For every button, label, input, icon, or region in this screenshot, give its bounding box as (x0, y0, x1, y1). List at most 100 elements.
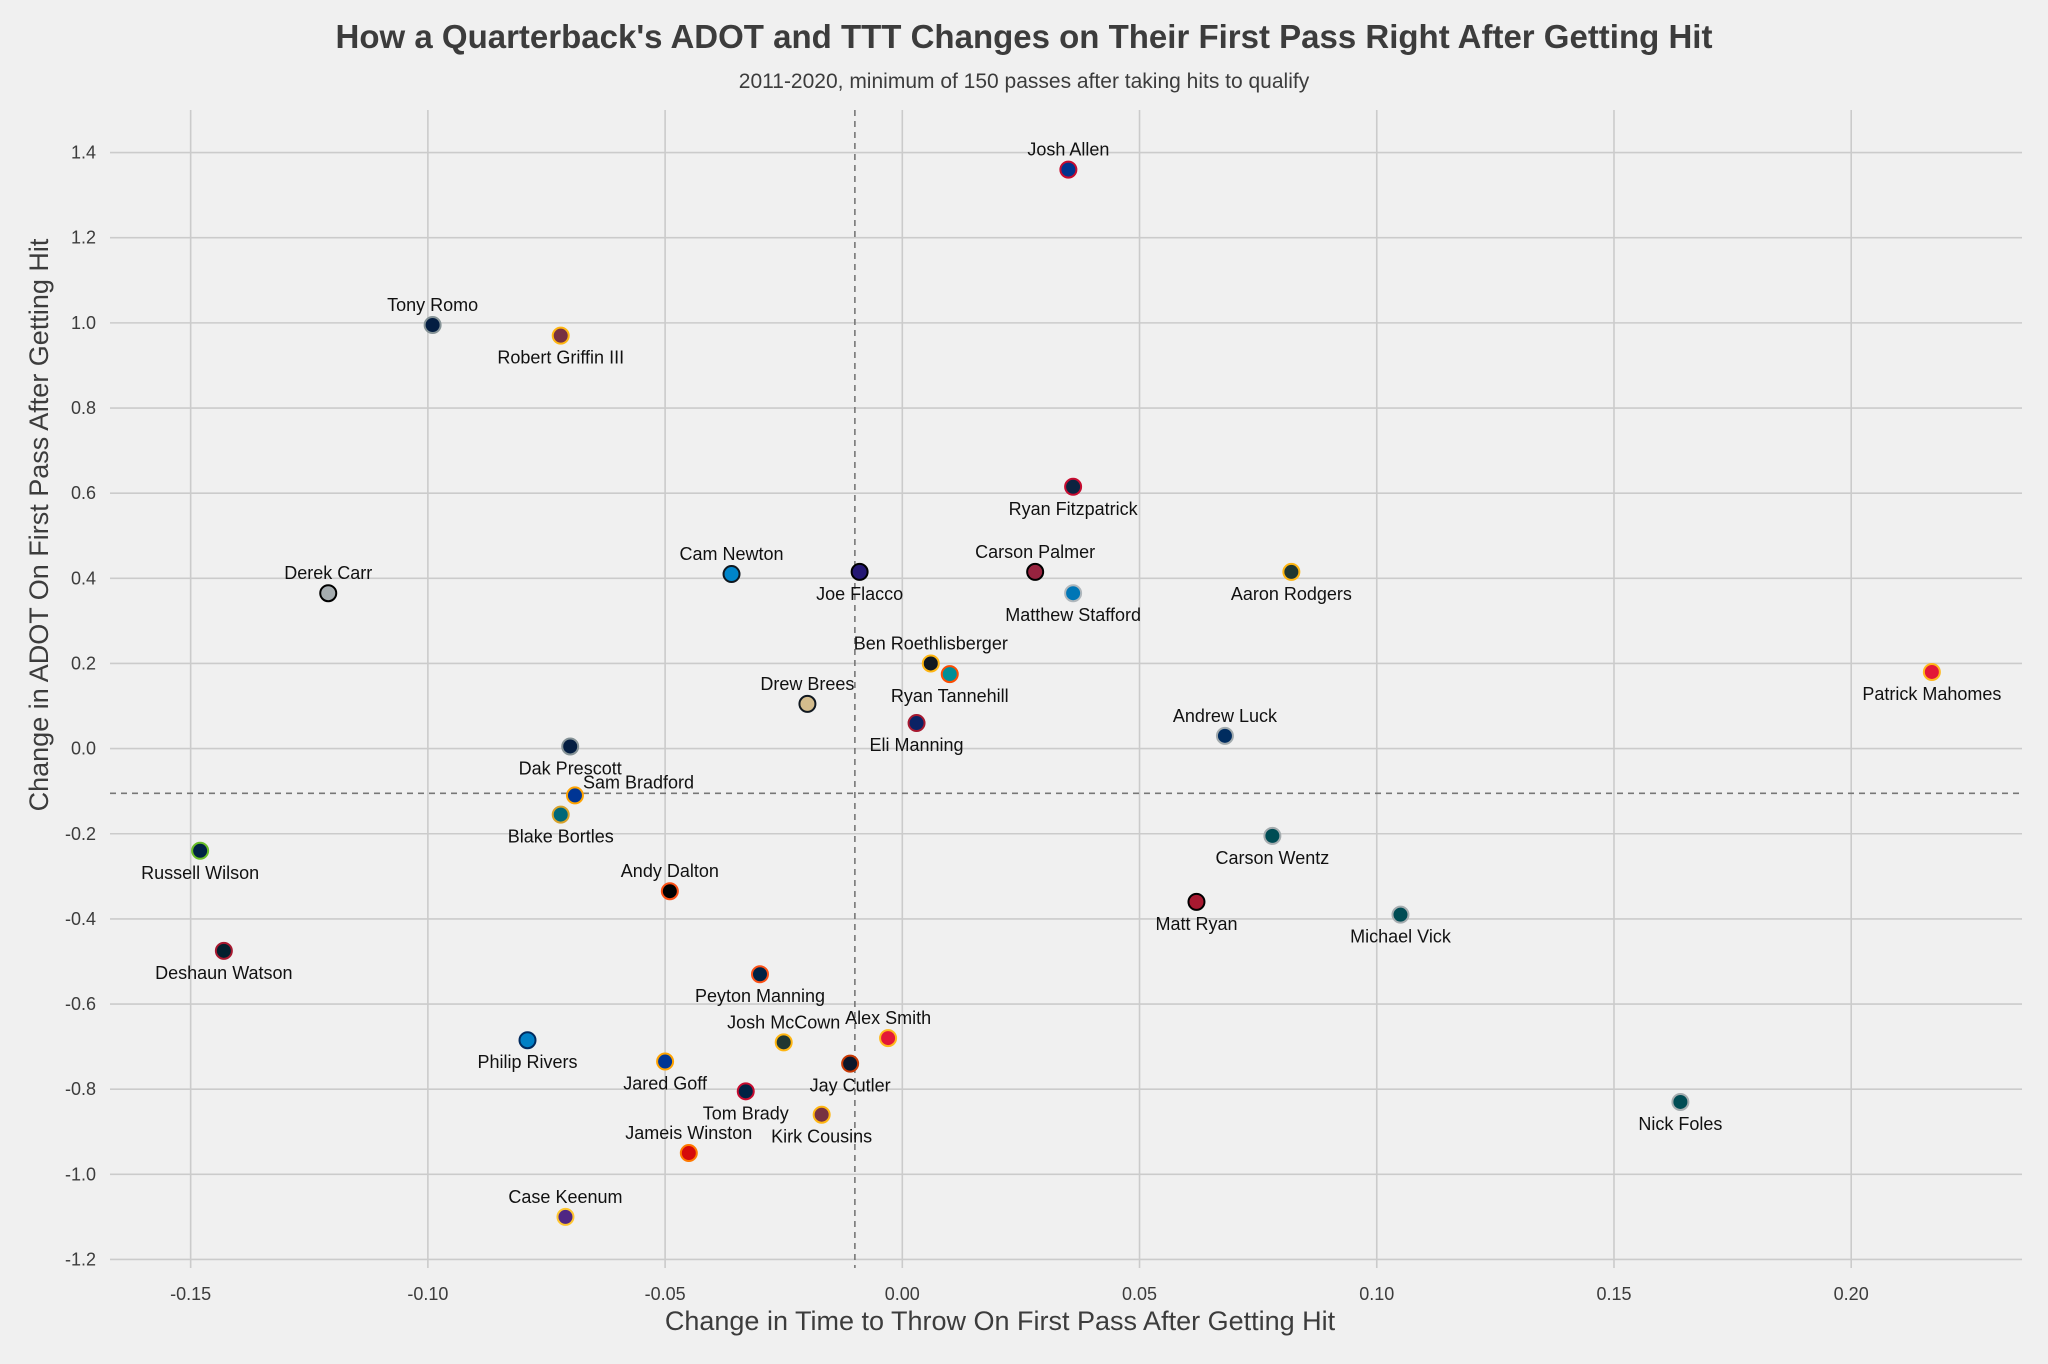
data-point (812, 1105, 831, 1124)
data-point (423, 315, 442, 334)
y-tick-label: 1.0 (71, 313, 96, 333)
point-label: Cam Newton (679, 544, 783, 564)
x-tick-label: 0.10 (1359, 1284, 1394, 1304)
point-label: Peyton Manning (695, 986, 825, 1006)
point-label: Philip Rivers (477, 1052, 577, 1072)
x-axis-label: Change in Time to Throw On First Pass Af… (665, 1306, 1336, 1336)
reference-lines (110, 110, 2022, 1268)
point-label: Dak Prescott (519, 758, 622, 778)
point-label: Josh Allen (1027, 140, 1109, 160)
point-label: Derek Carr (284, 563, 372, 583)
x-tick-label: -0.10 (407, 1284, 448, 1304)
point-label: Ben Roethlisberger (854, 633, 1008, 653)
data-point (841, 1054, 860, 1073)
x-tick-label: -0.05 (645, 1284, 686, 1304)
data-point (879, 1029, 898, 1048)
point-label: Matt Ryan (1155, 914, 1237, 934)
point-label: Blake Bortles (508, 827, 614, 847)
point-label: Patrick Mahomes (1862, 684, 2001, 704)
point-label: Tom Brady (703, 1103, 789, 1123)
data-point (1064, 477, 1083, 496)
tick-labels: -0.15 -0.10 -0.05 0.00 0.05 0.10 0.15 0.20 -1.2 -… (65, 143, 1869, 1304)
point-label: Tony Romo (387, 295, 478, 315)
data-point (551, 326, 570, 345)
y-tick-label: -0.6 (65, 994, 96, 1014)
point-label: Aaron Rodgers (1231, 584, 1352, 604)
y-tick-label: -0.8 (65, 1079, 96, 1099)
data-point (679, 1144, 698, 1163)
data-point (565, 786, 584, 805)
data-point (1671, 1092, 1690, 1111)
data-point (1059, 160, 1078, 179)
point-label: Drew Brees (760, 674, 854, 694)
point-label: Matthew Stafford (1005, 605, 1141, 625)
point-label: Josh McCown (727, 1012, 840, 1032)
y-tick-label: -1.0 (65, 1164, 96, 1184)
data-point (798, 694, 817, 713)
point-label: Michael Vick (1350, 927, 1452, 947)
data-point (1263, 826, 1282, 845)
y-tick-label: 0.0 (71, 739, 96, 759)
chart-subtitle: 2011-2020, minimum of 150 passes after t… (738, 70, 1310, 93)
x-tick-label: -0.15 (170, 1284, 211, 1304)
data-point (551, 805, 570, 824)
point-label: Robert Griffin III (497, 348, 624, 368)
data-point (561, 737, 580, 756)
y-tick-label: -0.4 (65, 909, 96, 929)
point-label: Ryan Tannehill (891, 686, 1009, 706)
data-point (214, 941, 233, 960)
data-point (319, 584, 338, 603)
y-tick-label: 0.6 (71, 483, 96, 503)
point-label: Jared Goff (623, 1074, 708, 1094)
x-tick-label: 0.05 (1122, 1284, 1157, 1304)
data-point (722, 565, 741, 584)
point-label: Carson Palmer (975, 542, 1095, 562)
data-point (736, 1082, 755, 1101)
y-tick-label: 0.8 (71, 398, 96, 418)
point-label: Jay Cutler (810, 1076, 891, 1096)
data-point (556, 1207, 575, 1226)
y-tick-label: -1.2 (65, 1249, 96, 1269)
y-tick-label: 0.2 (71, 653, 96, 673)
point-label: Joe Flacco (816, 584, 903, 604)
data-point (656, 1052, 675, 1071)
point-label: Jameis Winston (625, 1123, 752, 1143)
x-tick-label: 0.15 (1596, 1284, 1631, 1304)
data-point (1187, 892, 1206, 911)
point-label: Case Keenum (508, 1187, 622, 1207)
y-axis-label: Change in ADOT On First Pass After Getti… (24, 238, 54, 811)
data-point (940, 665, 959, 684)
y-tick-label: -0.2 (65, 824, 96, 844)
point-label: Kirk Cousins (771, 1127, 872, 1147)
point-label: Alex Smith (845, 1008, 931, 1028)
chart-title: How a Quarterback's ADOT and TTT Changes… (335, 18, 1713, 55)
point-label: Ryan Fitzpatrick (1009, 499, 1139, 519)
data-point (774, 1033, 793, 1052)
point-label: Russell Wilson (141, 863, 259, 883)
x-tick-label: 0.00 (885, 1284, 920, 1304)
data-point (850, 562, 869, 581)
data-point (660, 882, 679, 901)
data-point (1026, 562, 1045, 581)
point-label: Eli Manning (870, 735, 964, 755)
y-tick-label: 0.4 (71, 568, 96, 588)
y-tick-label: 1.2 (71, 228, 96, 248)
data-point (1391, 905, 1410, 924)
point-label: Nick Foles (1638, 1114, 1722, 1134)
data-point (1282, 562, 1301, 581)
data-point (750, 965, 769, 984)
point-label: Sam Bradford (583, 772, 694, 792)
point-label: Carson Wentz (1216, 848, 1330, 868)
data-point (1215, 726, 1234, 745)
data-point (1922, 662, 1941, 681)
y-tick-label: 1.4 (71, 143, 96, 163)
grid-lines (110, 110, 2022, 1268)
data-point (921, 654, 940, 673)
data-point (907, 714, 926, 733)
data-point (191, 841, 210, 860)
data-point (1064, 584, 1083, 603)
x-tick-label: 0.20 (1834, 1284, 1869, 1304)
point-label: Andy Dalton (621, 861, 719, 881)
data-points (191, 160, 1941, 1226)
